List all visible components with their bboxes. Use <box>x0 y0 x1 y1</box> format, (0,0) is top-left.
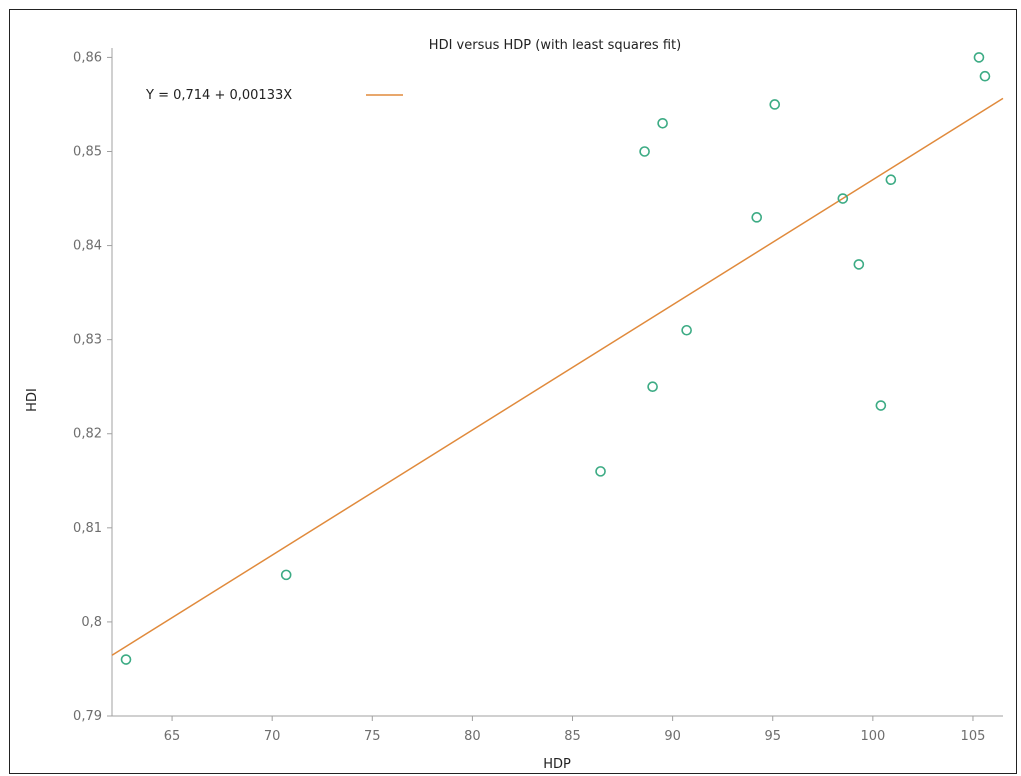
legend-label: Y = 0,714 + 0,00133X <box>145 88 292 103</box>
data-point <box>769 99 781 110</box>
data-point <box>657 117 668 129</box>
x-tick-label: 105 <box>961 729 986 744</box>
y-tick-label: 0,84 <box>73 239 102 254</box>
y-tick-label: 0,83 <box>73 333 102 348</box>
data-point <box>120 654 132 665</box>
x-tick-label: 95 <box>764 729 781 744</box>
y-tick-label: 0,79 <box>73 709 102 724</box>
data-point <box>973 52 985 63</box>
legend: Y = 0,714 + 0,00133X <box>145 88 403 103</box>
x-tick-label: 80 <box>464 729 481 744</box>
x-axis-label: HDP <box>543 757 571 772</box>
y-tick-label: 0,85 <box>73 144 102 159</box>
data-point <box>595 466 606 477</box>
data-point <box>875 400 887 411</box>
data-point <box>639 146 650 157</box>
data-point <box>979 70 991 82</box>
data-point <box>853 259 865 270</box>
chart-title: HDI versus HDP (with least squares fit) <box>429 38 681 53</box>
chart-frame <box>9 9 1017 774</box>
x-tick-label: 100 <box>860 729 885 744</box>
x-tick-label: 65 <box>164 729 181 744</box>
data-point <box>647 381 658 393</box>
x-tick-label: 75 <box>364 729 381 744</box>
data-point <box>837 193 849 204</box>
x-tick-label: 70 <box>264 729 281 744</box>
y-axis-label: HDI <box>25 388 40 412</box>
axes: 0,79 0,8 0,81 0,82 0,83 0,84 0,85 0,86 65 70 75 80 8… <box>73 48 1003 744</box>
data-point <box>885 174 897 186</box>
y-tick-label: 0,8 <box>81 615 102 630</box>
fit-line <box>111 97 1004 656</box>
data-point <box>280 569 292 581</box>
x-tick-label: 85 <box>564 729 581 744</box>
x-tick-label: 90 <box>664 729 681 744</box>
fit-line-group <box>111 97 1004 656</box>
data-point <box>751 212 763 223</box>
y-tick-label: 0,86 <box>73 50 102 65</box>
data-points <box>120 52 991 665</box>
data-point <box>681 324 692 336</box>
y-tick-label: 0,81 <box>73 521 102 536</box>
y-tick-label: 0,82 <box>73 427 102 442</box>
